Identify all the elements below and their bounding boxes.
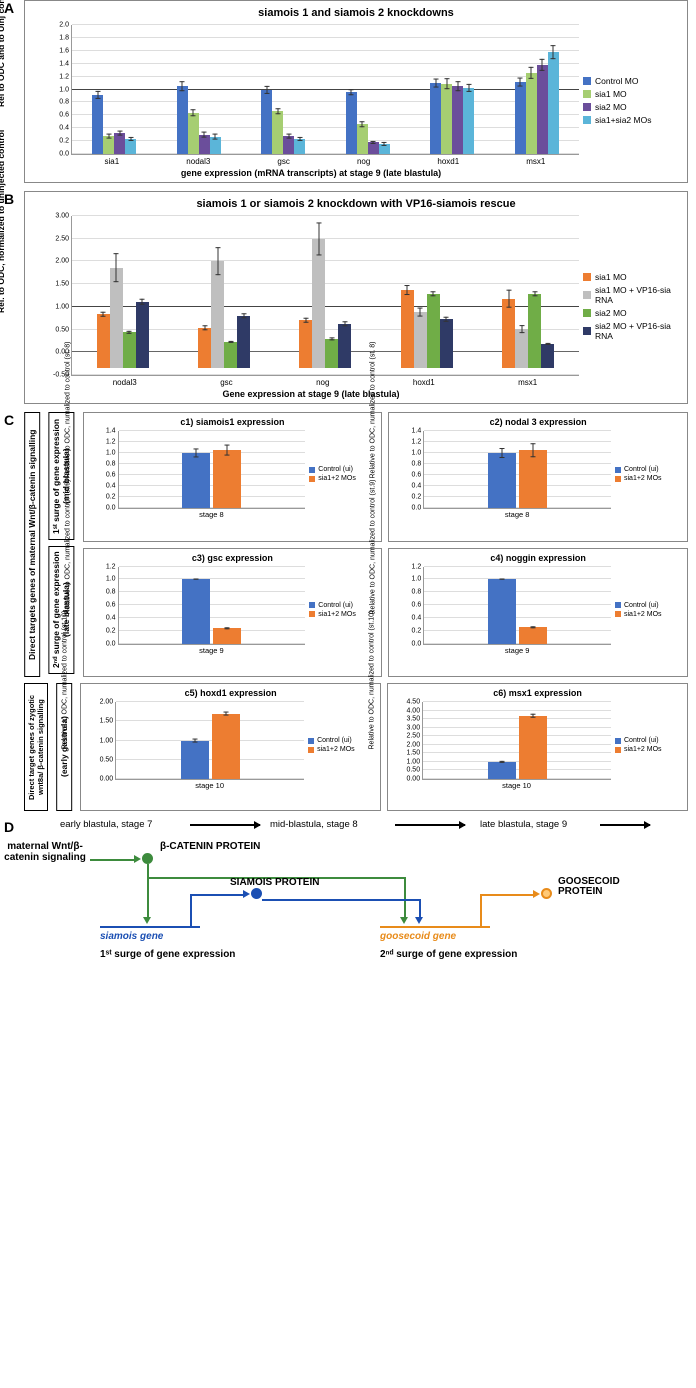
mini-chart-c1: c1) siamois1 expressionRelative to ODC, … (83, 412, 383, 542)
chart-b-grid: -0.500.000.501.001.502.002.503.00 (71, 216, 579, 376)
timeline-arrow-3 (600, 824, 650, 826)
legend-item: Control (ui) (309, 602, 371, 609)
mini-charts-bottom: c5) hoxd1 expressionRelative to ODC, num… (80, 683, 688, 811)
panel-a: A siamois 1 and siamois 2 knockdowns Rel… (0, 0, 696, 183)
legend-item: Control MO (583, 76, 675, 86)
green-arrow-1 (90, 859, 136, 861)
blue-line-up (190, 894, 192, 926)
green-arrowhead-down2 (400, 917, 408, 924)
mini-chart-c3: c3) gsc expressionRelative to ODC, numal… (83, 548, 383, 678)
gsc-prot-label: GOOSECOID PROTEIN (558, 877, 648, 897)
timeline-2: mid-blastula, stage 8 (270, 819, 358, 830)
orange-arrowhead (533, 890, 540, 898)
chart-a-grid: 0.00.20.40.60.81.01.21.41.61.82.0 (71, 25, 579, 155)
orange-line-up (480, 894, 482, 926)
c-outer-label-2: Direct target genes of zygotic wnt8a/ β-… (24, 683, 48, 811)
legend-item: sia1 MO (583, 272, 675, 282)
green-line-down (147, 864, 149, 919)
legend-item: sia1+2 MOs (615, 611, 677, 618)
legend-item: Control (ui) (615, 602, 677, 609)
timeline-3: late blastula, stage 9 (480, 819, 567, 830)
legend-item: sia1+sia2 MOs (583, 115, 675, 125)
gsc-prot-node (541, 888, 552, 899)
mini-chart-c5: c5) hoxd1 expressionRelative to ODC, num… (80, 683, 381, 811)
green-line-down2 (404, 877, 406, 919)
c-outer-label-1: Direct targets genes of maternal Wnt/β-c… (24, 412, 40, 677)
chart-a: siamois 1 and siamois 2 knockdowns Rel t… (24, 0, 688, 183)
green-arrowhead-down (143, 917, 151, 924)
legend-item: sia2 MO (583, 102, 675, 112)
chart-b: siamois 1 or siamois 2 knockdown with VP… (24, 191, 688, 404)
mini-charts-top: c1) siamois1 expressionRelative to ODC, … (83, 412, 688, 677)
legend-item: sia1 MO + VP16-sia RNA (583, 285, 675, 305)
maternal-label: maternal Wnt/β-catenin signaling (0, 841, 90, 863)
sia-gene-label: siamois gene (100, 931, 163, 942)
legend-item: sia1+2 MOs (309, 475, 371, 482)
mini-chart-c4: c4) noggin expressionRelative to ODC, nu… (388, 548, 688, 678)
orange-line-h (480, 894, 535, 896)
blue-line-down (419, 899, 421, 919)
sia-prot-label: SIAMOIS PROTEIN (230, 877, 319, 888)
legend-item: Control (ui) (309, 466, 371, 473)
timeline-arrow-2 (395, 824, 465, 826)
legend-item: Control (ui) (615, 466, 677, 473)
blue-arrowhead (243, 890, 250, 898)
timeline-arrow-1 (190, 824, 260, 826)
sia-gene-line (100, 926, 200, 928)
chart-a-categories: sia1nodal3gscnoghoxd1msx1 (71, 157, 579, 166)
bcat-node (142, 853, 153, 864)
legend-item: sia2 MO (583, 308, 675, 318)
gsc-gene-label: goosecoid gene (380, 931, 456, 942)
panel-c-label: C (4, 412, 14, 428)
blue-line-h2 (262, 899, 420, 901)
blue-line-h (190, 894, 245, 896)
panel-d: D early blastula, stage 7 mid-blastula, … (0, 819, 696, 979)
legend-item: sia1+2 MOs (615, 475, 677, 482)
chart-b-title: siamois 1 or siamois 2 knockdown with VP… (33, 198, 679, 210)
chart-a-title: siamois 1 and siamois 2 knockdowns (33, 7, 679, 19)
chart-b-categories: nodal3gscnoghoxd1msx1 (71, 378, 579, 387)
panel-b: B siamois 1 or siamois 2 knockdown with … (0, 191, 696, 404)
timeline-1: early blastula, stage 7 (60, 819, 152, 830)
chart-b-xlabel: Gene expression at stage 9 (late blastul… (43, 389, 579, 399)
legend-item: Control (ui) (308, 737, 370, 744)
legend-item: sia1+2 MOs (308, 746, 370, 753)
gsc-gene-line (380, 926, 490, 928)
mini-chart-c2: c2) nodal 3 expressionRelative to ODC, n… (388, 412, 688, 542)
green-arrowhead-1 (134, 855, 141, 863)
surge2-label: 2ⁿᵈ surge of gene expression (380, 949, 517, 960)
legend-item: sia1 MO (583, 89, 675, 99)
blue-arrowhead-down (415, 917, 423, 924)
chart-a-xlabel: gene expression (mRNA transcripts) at st… (43, 168, 579, 178)
mini-chart-c6: c6) msx1 expressionRelative to ODC, numa… (387, 683, 688, 811)
panel-c: C Direct targets genes of maternal Wnt/β… (0, 412, 696, 811)
chart-a-legend: Control MO sia1 MO sia2 MO sia1+sia2 MOs (579, 72, 679, 132)
schematic: early blastula, stage 7 mid-blastula, st… (0, 819, 696, 979)
bcat-label: β-CATENIN PROTEIN (160, 841, 260, 852)
legend-item: Control (ui) (615, 737, 677, 744)
legend-item: sia1+2 MOs (615, 746, 677, 753)
legend-item: sia2 MO + VP16-sia RNA (583, 321, 675, 341)
surge1-label: 1ˢᵗ surge of gene expression (100, 949, 235, 960)
sia-prot-node (251, 888, 262, 899)
chart-b-legend: sia1 MO sia1 MO + VP16-sia RNA sia2 MO sia2… (579, 268, 679, 348)
legend-item: sia1+2 MOs (309, 611, 371, 618)
